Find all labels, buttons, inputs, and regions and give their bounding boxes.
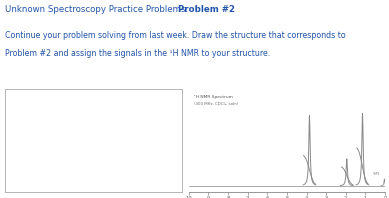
Text: Problem #2: Problem #2: [178, 5, 235, 14]
Text: TMS: TMS: [372, 172, 380, 176]
Text: Continue your problem solving from last week. Draw the structure that correspond: Continue your problem solving from last …: [5, 31, 345, 40]
Text: ¹H NMR Spectrum: ¹H NMR Spectrum: [194, 95, 232, 99]
Text: Problem #2 and assign the signals in the ¹H NMR to your structure.: Problem #2 and assign the signals in the…: [5, 49, 270, 57]
Text: (300 MHz, CDCl₃, soln): (300 MHz, CDCl₃, soln): [194, 102, 238, 106]
Text: Unknown Spectroscopy Practice Problems:: Unknown Spectroscopy Practice Problems:: [5, 5, 191, 14]
